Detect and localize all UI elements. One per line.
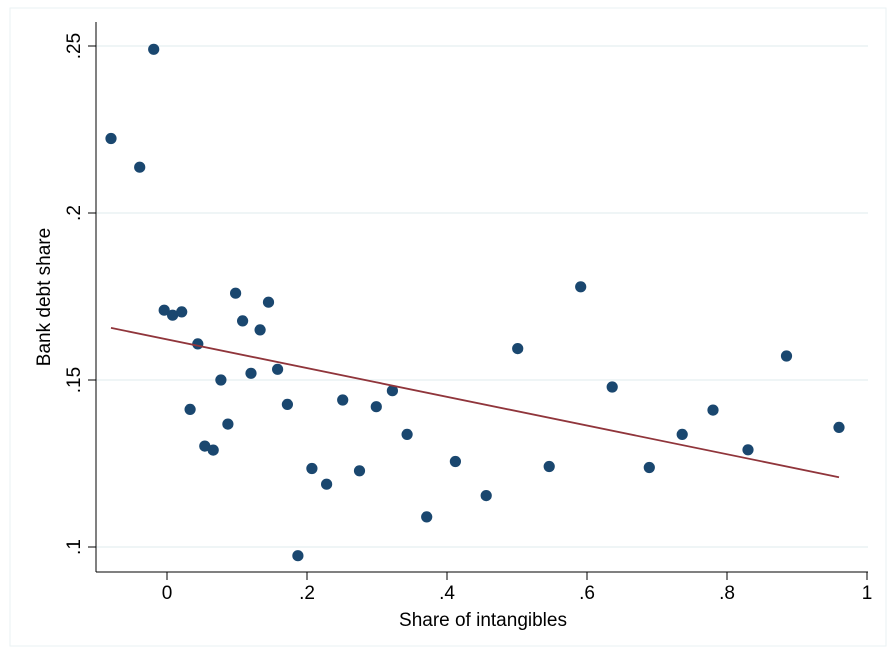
data-point: [192, 338, 204, 350]
data-point: [512, 343, 524, 355]
outer-border: [9, 7, 887, 647]
data-point: [158, 304, 170, 316]
data-point: [606, 381, 618, 393]
data-point: [199, 440, 211, 452]
data-point: [281, 398, 293, 410]
data-points: [105, 43, 845, 562]
data-point: [353, 465, 366, 477]
x-tick-label: .6: [579, 583, 595, 604]
y-tick-label: .2: [64, 205, 85, 221]
y-tick-label: .1: [64, 539, 85, 555]
data-point: [167, 309, 179, 321]
data-point: [207, 444, 219, 456]
data-point: [222, 418, 234, 430]
y-axis-label: Bank debt share: [34, 228, 55, 366]
data-point: [272, 363, 284, 375]
data-point: [676, 428, 688, 440]
y-tick-label: .15: [64, 367, 85, 393]
data-point: [421, 511, 433, 523]
data-point: [184, 403, 196, 415]
data-point: [337, 394, 349, 406]
data-point: [230, 287, 242, 299]
data-point: [833, 421, 845, 433]
data-point: [643, 461, 655, 474]
data-point: [742, 444, 754, 456]
x-tick-label: 0: [162, 583, 173, 604]
data-point: [386, 385, 398, 397]
data-point: [321, 478, 333, 490]
data-point: [262, 296, 275, 308]
y-tick-label: .25: [64, 33, 85, 59]
x-tick-label: .8: [719, 583, 735, 604]
data-point: [254, 324, 266, 336]
x-ticks: 0 .2 .4 .6 .8 1: [162, 572, 873, 604]
x-tick-label: .2: [299, 583, 315, 604]
data-point: [292, 550, 304, 562]
data-point: [780, 350, 793, 362]
data-point: [245, 367, 257, 379]
data-point: [176, 306, 188, 318]
data-point: [543, 460, 555, 473]
data-point: [148, 43, 160, 55]
data-point: [215, 374, 227, 386]
data-point: [707, 404, 719, 416]
x-axis-label: Share of intangibles: [399, 610, 567, 631]
x-tick-label: 1: [862, 583, 873, 604]
fit-line: [110, 327, 840, 479]
data-point: [449, 455, 461, 468]
data-point: [480, 490, 492, 502]
data-point: [401, 428, 413, 440]
x-tick-label: .4: [439, 583, 455, 604]
data-point: [105, 132, 117, 145]
data-point: [237, 315, 249, 327]
data-point: [370, 401, 382, 413]
data-point: [306, 462, 318, 475]
data-point: [575, 281, 587, 293]
y-ticks: .1 .15 .2 .25: [64, 33, 96, 555]
data-point: [134, 161, 146, 173]
fit-line-group: [110, 327, 840, 479]
